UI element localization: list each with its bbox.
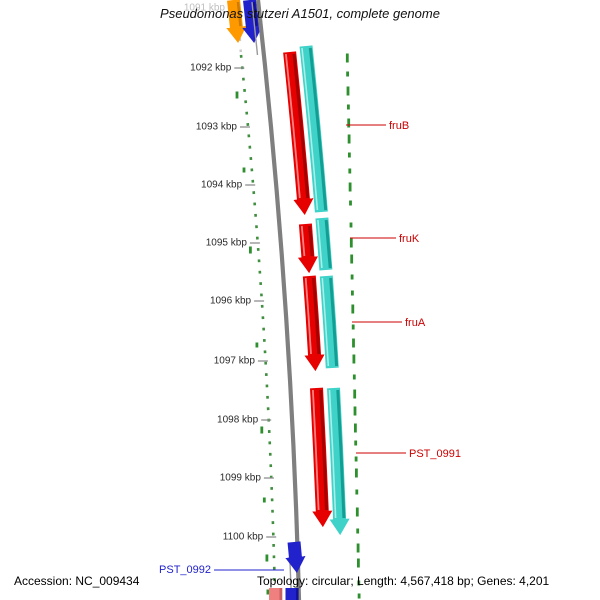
page-title: Pseudomonas stutzeri A1501, complete gen… bbox=[160, 6, 440, 21]
footer-topology: Topology: circular; Length: 4,567,418 bp… bbox=[257, 574, 550, 588]
label-leader-lines bbox=[214, 124, 406, 571]
gene-arrow-upstream-blue[interactable] bbox=[242, 0, 263, 44]
gene-arrow-fruK[interactable] bbox=[297, 223, 318, 274]
gene-label-PST_0991[interactable]: PST_0991 bbox=[409, 448, 461, 460]
genome-backbone bbox=[255, 0, 302, 600]
ruler-label: 1095 kbp bbox=[206, 238, 248, 249]
gene-arrow-fruA[interactable] bbox=[302, 275, 325, 372]
footer-accession: Accession: NC_009434 bbox=[14, 574, 140, 588]
ruler-label: 1093 kbp bbox=[196, 122, 238, 133]
gene-arrow-PST_0992[interactable] bbox=[285, 541, 306, 574]
gene-arrow-upstream-orange[interactable] bbox=[226, 0, 247, 44]
ruler-label: 1094 kbp bbox=[201, 180, 243, 191]
ruler-label: 1091 kbp bbox=[184, 3, 226, 14]
gene-label-fruK[interactable]: fruK bbox=[399, 233, 420, 245]
gene-arrow-fruB[interactable] bbox=[283, 51, 314, 216]
backbone-edge-top bbox=[251, 1, 259, 56]
gene-label-fruA[interactable]: fruA bbox=[405, 317, 426, 329]
minor-tick-dotted-line-left bbox=[239, 54, 277, 599]
gene-label-fruB[interactable]: fruB bbox=[389, 120, 409, 132]
operon-arrow-cyan[interactable] bbox=[299, 45, 350, 536]
gene-ticks-left bbox=[235, 91, 270, 595]
gene-ticks-right bbox=[345, 53, 361, 599]
gene-label-PST_0992[interactable]: PST_0992 bbox=[159, 564, 211, 576]
ruler-label: 1097 kbp bbox=[214, 356, 256, 367]
ruler-ticks bbox=[234, 67, 277, 538]
gene-glyph-partial-blue[interactable] bbox=[285, 588, 299, 600]
gene-glyph-partial-salmon[interactable] bbox=[269, 588, 283, 600]
ruler-label: 1100 kbp bbox=[223, 532, 264, 543]
ruler-labels: 1091 kbp 1092 kbp 1093 kbp 1094 kbp 1095… bbox=[184, 3, 264, 543]
ruler-label: 1096 kbp bbox=[210, 296, 252, 307]
gene-arrow-PST_0991[interactable] bbox=[310, 387, 333, 528]
ruler-label: 1092 kbp bbox=[190, 63, 232, 74]
ruler-label: 1099 kbp bbox=[220, 473, 262, 484]
ruler-label: 1098 kbp bbox=[217, 415, 259, 426]
